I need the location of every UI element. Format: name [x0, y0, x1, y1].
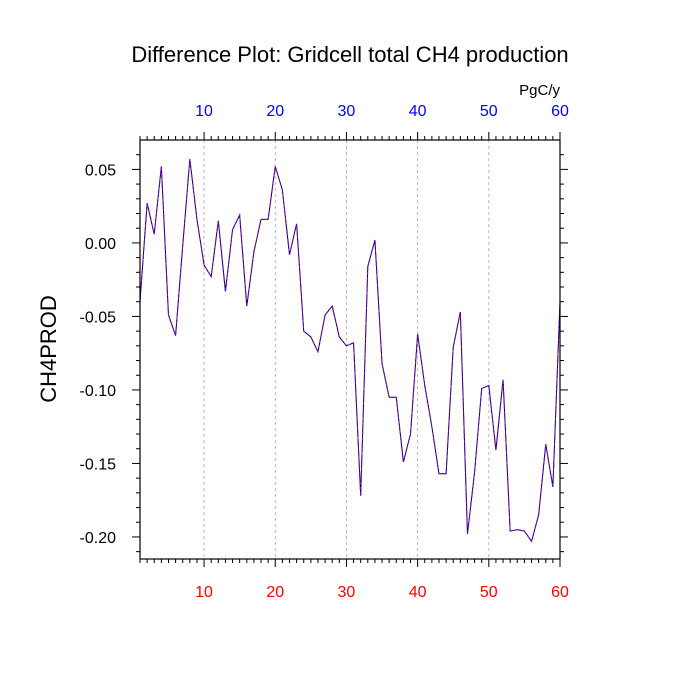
y-tick-label: -0.20 [80, 530, 117, 547]
y-tick-label: -0.05 [80, 309, 117, 326]
series-line-dashed [139, 159, 561, 543]
x-tick-label-bottom: 10 [195, 584, 213, 601]
x-tick-label-top: 10 [195, 103, 213, 120]
x-tick-label-bottom: 30 [338, 584, 356, 601]
x-tick-label-top: 30 [338, 103, 356, 120]
grid-lines [203, 140, 490, 559]
y-tick-label: 0.05 [85, 162, 116, 179]
chart-title: Difference Plot: Gridcell total CH4 prod… [131, 42, 568, 67]
x-tick-label-top: 40 [409, 103, 427, 120]
x-tick-label-bottom: 50 [480, 584, 498, 601]
x-tick-label-bottom: 40 [409, 584, 427, 601]
x-tick-label-top: 20 [266, 103, 284, 120]
y-tick-label: 0.00 [85, 236, 116, 253]
x-tick-label-top: 60 [551, 103, 569, 120]
series-line-solid [139, 159, 561, 543]
x-tick-label-bottom: 20 [266, 584, 284, 601]
y-axis-label: CH4PROD [36, 295, 61, 403]
top-axis-unit: PgC/y [519, 82, 560, 99]
y-tick-label: -0.10 [80, 383, 117, 400]
x-tick-label-top: 50 [480, 103, 498, 120]
tick-labels: 10 10 20 20 30 30 40 40 50 50 60 60 0.05 0.00 -0.05 -0.… [80, 103, 569, 601]
tick-marks [132, 132, 568, 567]
series-lines [139, 159, 561, 543]
plot-frame [139, 139, 561, 560]
x-tick-label-bottom: 60 [551, 584, 569, 601]
y-tick-label: -0.15 [80, 456, 117, 473]
